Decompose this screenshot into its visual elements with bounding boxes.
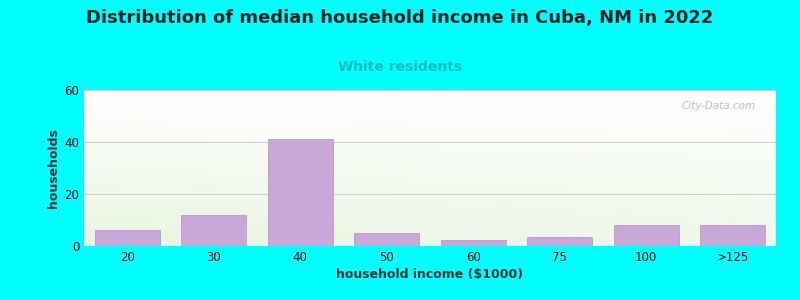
- Bar: [527, 237, 592, 246]
- Bar: [182, 215, 246, 246]
- Bar: [614, 225, 678, 246]
- Bar: [441, 239, 506, 246]
- X-axis label: household income ($1000): household income ($1000): [337, 268, 523, 281]
- Bar: [700, 225, 765, 246]
- Bar: [95, 230, 160, 246]
- Bar: [268, 140, 333, 246]
- Y-axis label: households: households: [47, 128, 60, 208]
- Text: Distribution of median household income in Cuba, NM in 2022: Distribution of median household income …: [86, 9, 714, 27]
- Bar: [354, 233, 419, 246]
- Text: City-Data.com: City-Data.com: [681, 101, 755, 111]
- Text: White residents: White residents: [338, 60, 462, 74]
